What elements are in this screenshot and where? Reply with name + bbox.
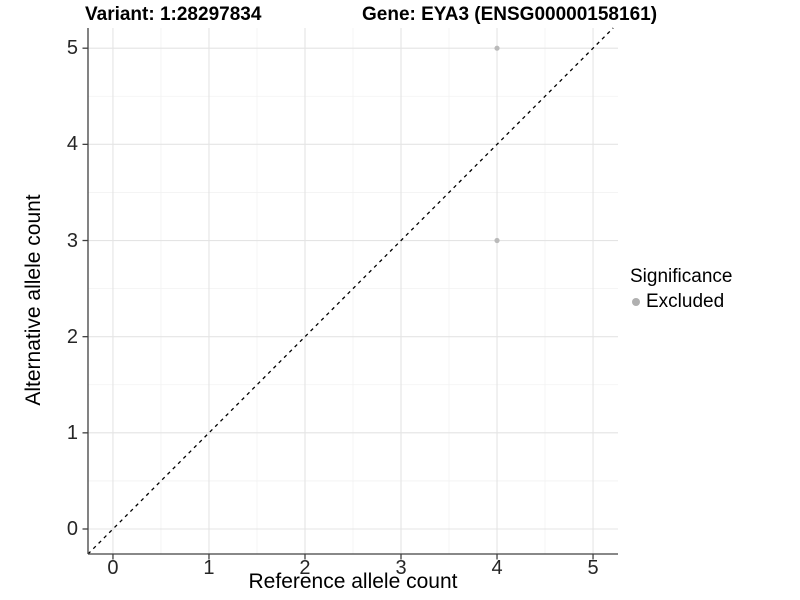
x-tick-label: 0 (107, 557, 119, 579)
y-axis-title: Alternative allele count (22, 194, 45, 406)
y-tick-label: 0 (66, 517, 78, 540)
y-tick-label: 4 (66, 133, 78, 156)
y-tick-label: 3 (66, 229, 78, 252)
legend-point-icon (632, 298, 640, 306)
legend-title: Significance (630, 266, 733, 287)
legend: Significance Excluded (630, 266, 732, 313)
x-tick-label: 4 (491, 557, 503, 579)
x-tick-label: 5 (587, 557, 599, 579)
legend-item-excluded: Excluded (632, 291, 732, 313)
plot-title-gene: Gene: EYA3 (ENSG00000158161) (362, 4, 658, 25)
x-tick-label: 3 (395, 557, 407, 579)
x-axis-title: Reference allele count (248, 570, 458, 593)
x-tick-label: 1 (203, 557, 215, 579)
data-point (494, 45, 500, 51)
y-tick-label: 2 (66, 325, 78, 348)
y-tick-label: 1 (66, 421, 78, 444)
plot-title-variant: Variant: 1:28297834 (85, 4, 262, 25)
x-tick-label: 2 (299, 557, 311, 579)
y-tick-label: 5 (66, 37, 78, 60)
data-point (494, 237, 500, 244)
legend-item-label: Excluded (646, 291, 725, 312)
